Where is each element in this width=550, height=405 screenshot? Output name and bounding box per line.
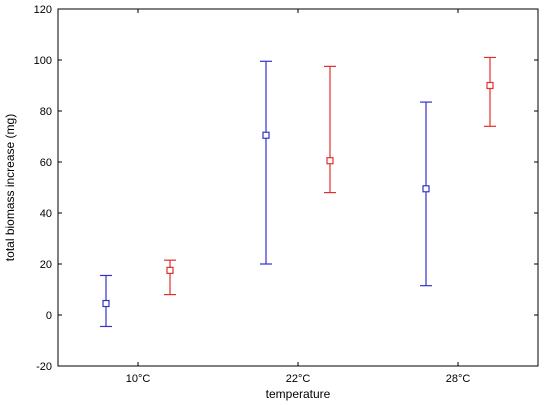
x-tick-label-2: 28°C — [446, 373, 471, 385]
y-tick-label-4: 60 — [40, 157, 52, 169]
mean-point-s0-c2 — [422, 185, 430, 193]
y-tick-label-5: 80 — [40, 106, 52, 118]
x-tick-label-0: 10°C — [126, 373, 151, 385]
plot-frame — [57, 8, 539, 367]
y-tick-label-2: 20 — [40, 259, 52, 271]
mean-point-s0-c0 — [102, 299, 110, 308]
y-tick-label-3: 40 — [40, 208, 52, 220]
mean-point-s0-c1 — [262, 131, 270, 139]
mean-point-s1-c1 — [326, 157, 334, 165]
x-axis-title: temperature — [266, 387, 331, 401]
y-tick-label-0: -20 — [36, 361, 52, 373]
y-tick-label-6: 100 — [34, 55, 52, 67]
y-axis-title: total biomass increase (mg) — [3, 114, 17, 261]
x-tick-label-1: 22°C — [286, 373, 311, 385]
y-tick-label-1: 0 — [46, 310, 52, 322]
y-tick-label-7: 120 — [34, 4, 52, 16]
chart-marks: -20 0 20 40 60 80 100 120 10°C 22°C 28°C — [34, 4, 538, 385]
mean-point-s1-c2 — [486, 81, 494, 90]
mean-point-s1-c0 — [166, 266, 174, 274]
